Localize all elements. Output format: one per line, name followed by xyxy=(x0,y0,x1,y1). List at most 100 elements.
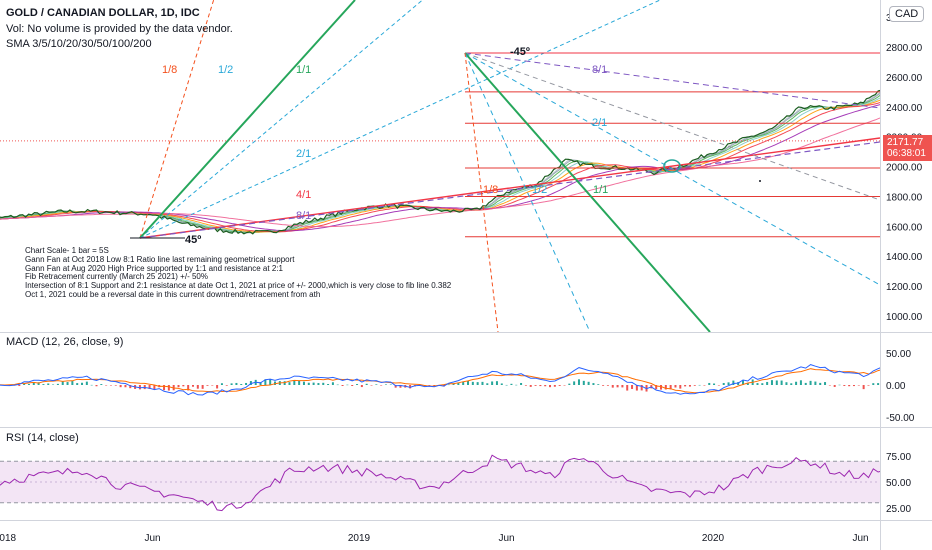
macd-histogram-bar xyxy=(597,384,600,385)
macd-histogram-bar xyxy=(52,384,55,385)
macd-histogram-bar xyxy=(582,380,585,385)
macd-histogram-bar xyxy=(187,385,190,391)
macd-histogram-bar xyxy=(916,373,918,385)
price-axis-tick: 2400.00 xyxy=(886,103,923,114)
macd-histogram-bar xyxy=(495,381,498,385)
macd-histogram-bar xyxy=(384,384,387,385)
macd-histogram-bar xyxy=(235,382,238,385)
macd-histogram-bar xyxy=(867,385,870,386)
macd-histogram-bar xyxy=(240,384,243,385)
note-line: Gann Fan at Aug 2020 High Price supporte… xyxy=(25,263,283,273)
macd-histogram-bar xyxy=(66,382,69,385)
macd-histogram-bar xyxy=(640,385,643,391)
macd-histogram-bar xyxy=(124,385,127,388)
sma-10-line xyxy=(0,94,880,234)
macd-histogram-bar xyxy=(163,385,166,391)
macd-histogram-bar xyxy=(698,384,701,386)
gann-fan-1-1 xyxy=(139,0,356,239)
rsi-line xyxy=(0,454,880,512)
fan-label-high: 1/1 xyxy=(593,184,608,196)
sma-legend[interactable]: SMA 3/5/10/20/30/50/100/200 xyxy=(6,38,152,50)
macd-histogram-bar xyxy=(341,385,344,386)
time-axis-tick: Jun xyxy=(498,533,514,544)
fan-label-low: 2/1 xyxy=(296,148,311,160)
macd-histogram-bar xyxy=(114,385,117,386)
macd-histogram-bar xyxy=(177,385,180,388)
macd-histogram-bar xyxy=(293,380,296,385)
macd-histogram-bar xyxy=(679,385,682,389)
price-line xyxy=(0,89,880,235)
macd-histogram-bar xyxy=(602,385,605,386)
time-axis-tick: 2020 xyxy=(702,533,725,544)
note-line: Fib Retracement currently (March 25 2021… xyxy=(25,272,208,282)
sma-5-line xyxy=(0,93,880,234)
macd-histogram-bar xyxy=(42,384,45,385)
price-axis-tick: 1200.00 xyxy=(886,282,923,293)
macd-histogram-bar xyxy=(476,382,479,385)
macd-histogram-bar xyxy=(191,385,194,387)
macd-histogram-bar xyxy=(245,382,248,385)
macd-histogram-bar xyxy=(409,385,412,389)
note-line: Gann Fan at Oct 2018 Low 8:1 Ratio line … xyxy=(25,254,295,264)
macd-histogram-bar xyxy=(467,380,470,385)
macd-histogram-bar xyxy=(356,384,359,385)
macd-histogram-bar xyxy=(298,380,301,385)
macd-histogram-bar xyxy=(756,383,759,385)
macd-histogram-bar xyxy=(365,383,368,385)
macd-histogram-bar xyxy=(196,385,199,389)
macd-histogram-bar xyxy=(481,381,484,385)
macd-histogram-bar xyxy=(71,381,74,385)
macd-histogram-bar xyxy=(76,383,79,385)
macd-histogram-bar xyxy=(790,383,793,385)
rsi-axis-tick: 75.00 xyxy=(886,452,911,463)
chart-notes: Chart Scale- 1 bar = 5S Gann Fan at Oct … xyxy=(25,246,451,300)
macd-histogram-bar xyxy=(85,381,88,385)
macd-histogram-bar xyxy=(616,385,619,388)
macd-histogram-bar xyxy=(727,382,730,385)
macd-histogram-bar xyxy=(828,385,831,386)
macd-histogram-bar xyxy=(814,381,817,385)
macd-histogram-bar xyxy=(95,385,98,387)
macd-histogram-bar xyxy=(688,385,691,387)
macd-histogram-bar xyxy=(433,385,436,386)
macd-histogram-bar xyxy=(230,383,233,385)
macd-histogram-bar xyxy=(911,377,913,385)
macd-histogram-bar xyxy=(544,385,547,387)
fan-label-low: 1/8 xyxy=(162,64,177,76)
macd-pane-title[interactable]: MACD (12, 26, close, 9) xyxy=(6,336,124,348)
last-price-tag: 2171.77 06:38:01 xyxy=(883,135,932,161)
macd-histogram-bar xyxy=(631,385,634,389)
macd-histogram-bar xyxy=(322,382,325,385)
macd-histogram-bar xyxy=(746,382,749,385)
gann-fan-4-1 xyxy=(139,137,880,239)
macd-histogram-bar xyxy=(138,385,141,390)
macd-histogram-bar xyxy=(549,385,552,388)
currency-badge[interactable]: CAD xyxy=(889,6,925,22)
macd-histogram-bar xyxy=(852,385,855,387)
macd-histogram-bar xyxy=(809,380,812,385)
macd-histogram-bar xyxy=(389,384,392,385)
macd-histogram-bar xyxy=(346,384,349,386)
time-axis-tick: Jun xyxy=(852,533,868,544)
intersection-ellipse xyxy=(663,159,681,173)
macd-histogram-bar xyxy=(804,382,807,385)
macd-histogram-bar xyxy=(693,385,696,386)
price-axis-tick: 1600.00 xyxy=(886,222,923,233)
macd-histogram-bar xyxy=(587,381,590,385)
price-axis-tick: 1800.00 xyxy=(886,192,923,203)
macd-histogram-bar xyxy=(81,382,84,385)
marker-dot xyxy=(759,180,761,182)
macd-histogram-bar xyxy=(182,385,185,387)
macd-histogram-bar xyxy=(577,379,580,385)
time-axis-tick: 2019 xyxy=(348,533,371,544)
macd-histogram-bar xyxy=(611,385,614,388)
macd-histogram-bar xyxy=(500,383,503,385)
sma-20-line xyxy=(0,97,880,234)
rsi-pane-title[interactable]: RSI (14, close) xyxy=(6,432,79,444)
macd-histogram-bar xyxy=(722,382,725,385)
macd-histogram-bar xyxy=(288,382,291,385)
macd-histogram-bar xyxy=(447,384,450,386)
macd-histogram-bar xyxy=(520,382,523,385)
fan-label-low: 8/1 xyxy=(296,210,311,222)
